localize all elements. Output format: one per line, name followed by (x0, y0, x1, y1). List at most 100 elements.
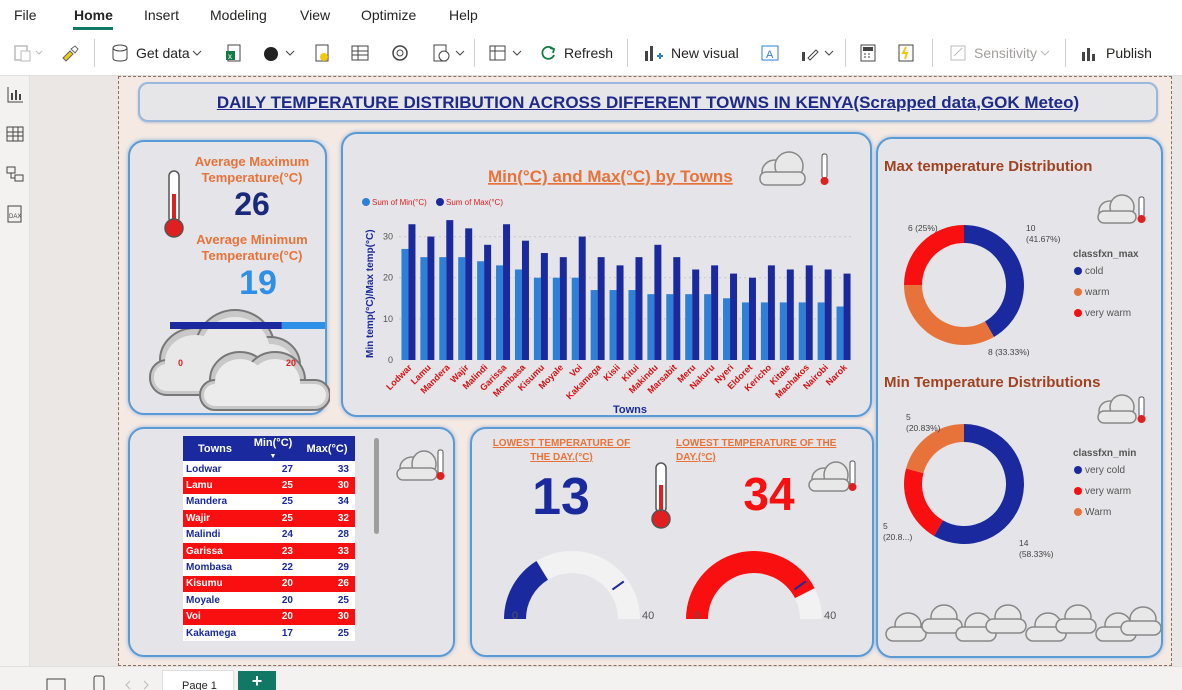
cloud-thermometer-icon (1097, 194, 1146, 224)
text-box-button[interactable]: A (760, 42, 780, 64)
table-row[interactable]: Moyale 20 25 (183, 592, 355, 609)
menu-optimize[interactable]: Optimize (361, 7, 417, 23)
table-row[interactable]: Lamu 25 30 (183, 477, 355, 494)
get-data-button[interactable]: Get data (110, 42, 204, 64)
donut-data-label: 8 (33.33%) (988, 347, 1030, 357)
table-view-icon[interactable] (5, 124, 25, 144)
bar-max (446, 220, 454, 360)
cell-min: 20 (247, 575, 299, 593)
bar-max (843, 273, 851, 360)
cell-town: Mombasa (183, 559, 247, 576)
table-row[interactable]: Mombasa 22 29 (183, 559, 355, 576)
legend-label: Warm (1085, 507, 1111, 518)
table-row[interactable]: Kisumu 20 26 (183, 575, 355, 593)
cloud-thermometer-icon (808, 460, 857, 492)
table-row[interactable]: Kakamega 17 25 (183, 624, 355, 642)
table-row[interactable]: Voi 20 30 (183, 608, 355, 625)
table-scrollbar-track[interactable] (374, 438, 379, 646)
table-row[interactable]: Garissa 23 33 (183, 542, 355, 560)
table-row[interactable]: Mandera 25 34 (183, 493, 355, 511)
report-view-icon[interactable] (5, 84, 25, 104)
bar-min (723, 298, 731, 360)
enter-data-button[interactable] (350, 42, 370, 64)
bar-max (465, 228, 473, 360)
more-visuals-button[interactable] (800, 42, 836, 64)
donut-panel[interactable]: Max temperature Distribution 10 (41.67%) 8 … (876, 137, 1163, 658)
legend-max-label: Sum of Max(°C) (446, 198, 503, 207)
table-body: Lodwar 27 33 Lamu 25 30 Mandera 25 34 Wajir 25 32 Ma… (183, 461, 355, 642)
refresh-label: Refresh (564, 45, 614, 61)
table-scrollbar-thumb[interactable] (374, 438, 379, 534)
col-max[interactable]: Max(°C) (299, 436, 355, 461)
table-row[interactable]: Lodwar 27 33 (183, 461, 355, 478)
page-view-icon[interactable] (46, 677, 66, 690)
page-tab[interactable]: Page 1 (162, 670, 234, 690)
format-painter-button[interactable] (60, 42, 80, 64)
paste-button[interactable] (12, 42, 44, 64)
x-tick-label: Narok (824, 362, 850, 388)
quick-measure-button[interactable] (896, 42, 916, 64)
sort-desc-icon: ▼ (269, 452, 277, 460)
onelake-button[interactable] (262, 42, 298, 64)
publish-button[interactable]: Publish (1080, 42, 1152, 64)
bar-chart-panel[interactable]: Min(°C) and Max(°C) by Towns Sum of Min(°… (341, 132, 872, 417)
col-min[interactable]: Min(°C) ▼ (247, 436, 299, 461)
legend-label: very warm (1085, 308, 1131, 319)
new-measure-button[interactable] (858, 42, 878, 64)
text-box-icon: A (761, 45, 779, 61)
cell-max: 26 (299, 575, 355, 593)
menu-file[interactable]: File (14, 7, 37, 23)
menu-help[interactable]: Help (449, 7, 478, 23)
menu-view[interactable]: View (300, 7, 331, 23)
sensitivity-button[interactable]: Sensitivity (948, 42, 1053, 64)
cell-min: 20 (247, 608, 299, 625)
bar-min (836, 306, 844, 360)
menu-insert[interactable]: Insert (144, 7, 180, 23)
new-visual-button[interactable]: New visual (643, 42, 739, 64)
model-view-icon[interactable] (5, 164, 25, 184)
legend-marker (1074, 508, 1082, 516)
get-data-label: Get data (136, 45, 190, 61)
mobile-layout-icon[interactable] (92, 675, 106, 690)
menu-home[interactable]: Home (74, 7, 113, 23)
bar-max (824, 269, 832, 360)
refresh-icon (541, 45, 556, 60)
gauge-max-label: 40 (642, 610, 654, 622)
bar-min (514, 269, 522, 360)
excel-button[interactable]: x (224, 42, 244, 64)
table-row[interactable]: Malindi 24 28 (183, 526, 355, 543)
page-nav-arrows-icon[interactable] (122, 679, 152, 690)
bar-max (786, 269, 794, 360)
add-page-button[interactable]: + (238, 671, 276, 690)
legend-marker (1074, 466, 1082, 474)
recent-sources-button[interactable] (432, 42, 466, 64)
legend-max-marker (436, 198, 444, 206)
report-title-box[interactable]: DAILY TEMPERATURE DISTRIBUTION ACROSS DI… (138, 82, 1158, 122)
lowest-temperature-panel[interactable]: LOWEST TEMPERATURE OF THE DAY.(°C) 13 LO… (470, 427, 874, 657)
bar-min (666, 294, 674, 360)
thermometer-icon (164, 170, 184, 238)
bar-min (779, 302, 787, 360)
menu-modeling[interactable]: Modeling (210, 7, 267, 23)
dataverse-button[interactable] (312, 42, 332, 64)
bar-chart-title: Min(°C) and Max(°C) by Towns (488, 167, 733, 186)
y-axis-label: Min temp(°C)/Max temp(°C) (365, 229, 376, 358)
bar-max (503, 224, 511, 360)
cell-min: 25 (247, 493, 299, 511)
dax-query-view-icon[interactable]: DAX (5, 204, 25, 224)
dataverse-link-button[interactable] (390, 42, 410, 64)
bar-min (439, 257, 447, 360)
towns-table[interactable]: Towns Min(°C) ▼ Max(°C) Lodwar 27 33 Lamu 25 3… (183, 436, 355, 642)
kpi-panel[interactable]: Average Maximum Temperature(°C) 26 Avera… (128, 140, 330, 415)
transform-data-button[interactable] (488, 42, 524, 64)
col-towns[interactable]: Towns (183, 436, 247, 461)
table-row[interactable]: Wajir 25 32 (183, 510, 355, 527)
refresh-button[interactable]: Refresh (538, 42, 613, 64)
legend-min-marker (362, 198, 370, 206)
cell-max: 33 (299, 461, 355, 478)
cell-max: 25 (299, 592, 355, 609)
kpi-gauge-fill (170, 322, 282, 329)
donut-slice (904, 468, 943, 536)
bar-min (401, 248, 409, 360)
bar-min (533, 277, 541, 360)
